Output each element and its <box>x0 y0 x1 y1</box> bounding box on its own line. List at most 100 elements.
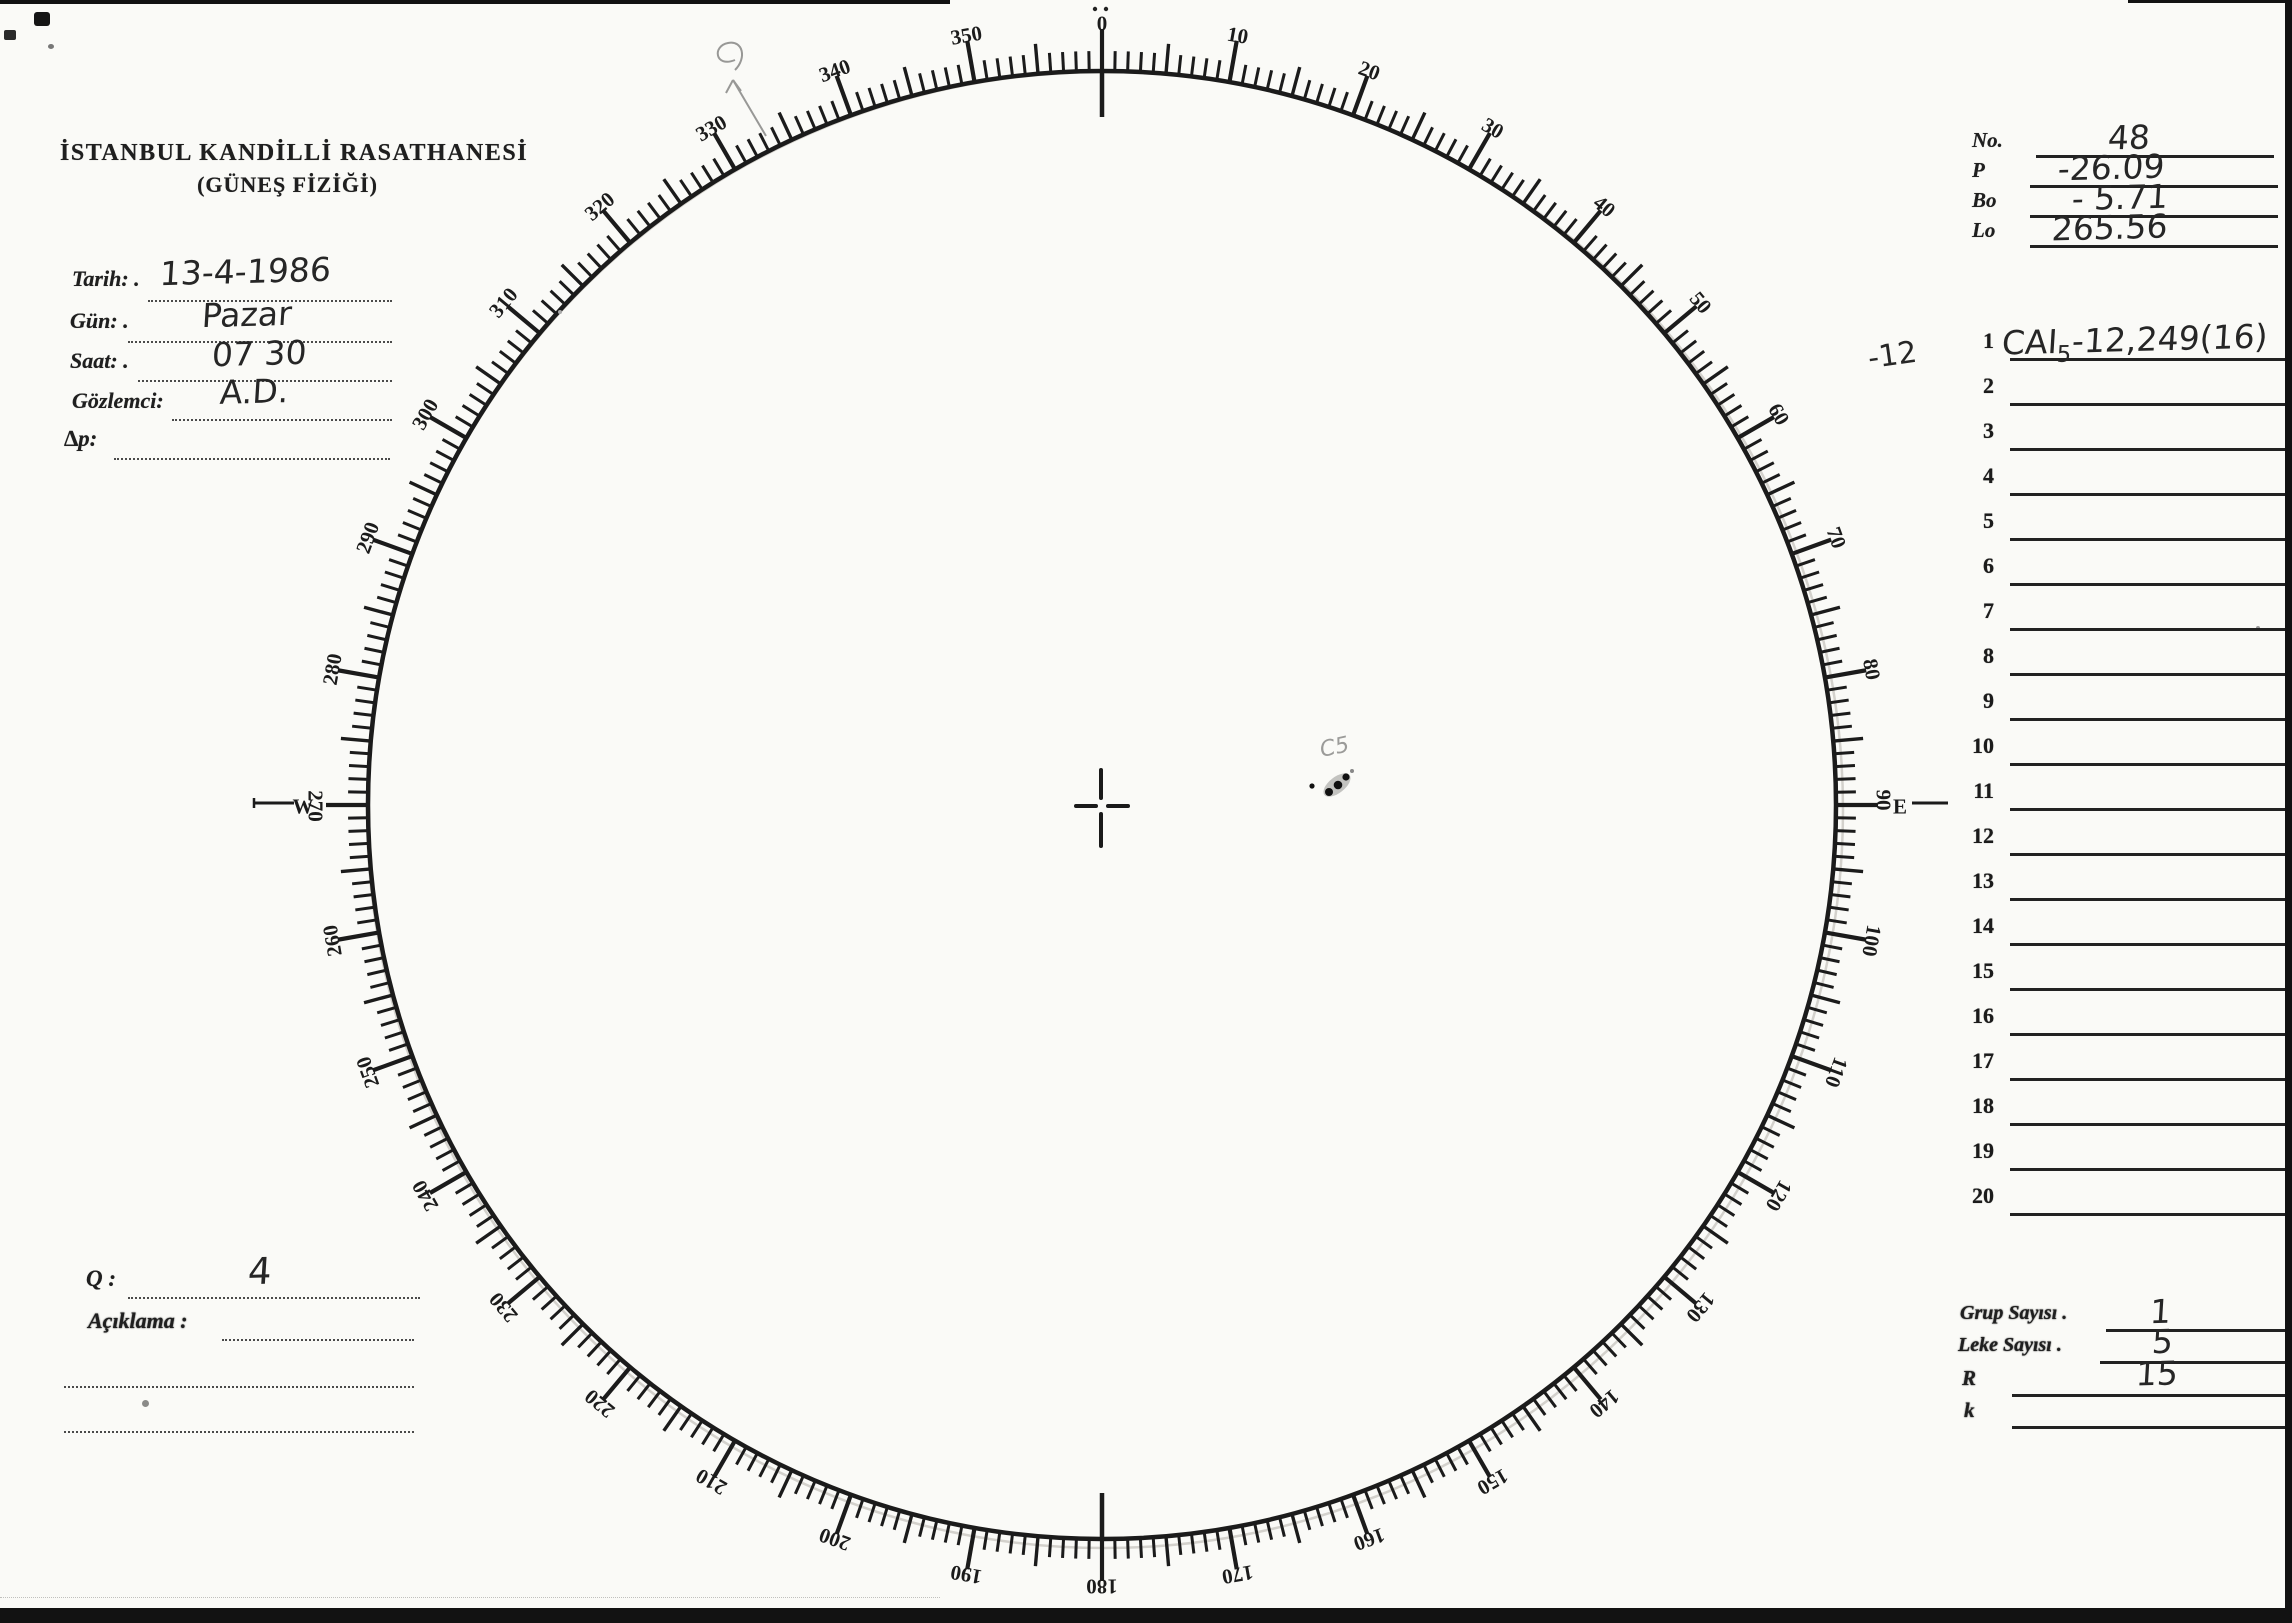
list-row-line <box>2010 493 2288 496</box>
aciklama-label: Açıklama : <box>88 1308 188 1333</box>
degree-label-300: 300 <box>407 395 444 434</box>
list-row-number: 17 <box>1972 1048 1994 1073</box>
list-row-line <box>2010 763 2288 766</box>
summary-value-r: 15 <box>2134 1353 2180 1394</box>
list-row-number: 5 <box>1983 508 1994 533</box>
list-row-line <box>2010 448 2288 451</box>
list-row-line <box>2010 943 2288 946</box>
degree-label-280: 280 <box>318 652 347 687</box>
list-row-number: 12 <box>1972 823 1994 848</box>
list-row-number: 15 <box>1972 958 1994 983</box>
degree-label-10: 10 <box>1225 22 1250 49</box>
degree-label-90: 90 <box>1872 790 1896 811</box>
degree-label-180: 180 <box>1086 1575 1118 1599</box>
field-label-gun: Gün: . <box>70 308 129 333</box>
list-row-line <box>2010 1168 2288 1171</box>
list-row-line <box>2010 538 2288 541</box>
q-line <box>128 1297 420 1299</box>
list-row-number: 11 <box>1973 778 1994 803</box>
list-row-number: 6 <box>1983 553 1994 578</box>
degree-label-210: 210 <box>692 1464 731 1501</box>
list-row-number: 2 <box>1983 373 1994 398</box>
eph-label-no: No. <box>1972 128 2003 152</box>
sunspot-pencil-label: C5 <box>1318 732 1352 763</box>
degree-label-160: 160 <box>1350 1523 1388 1556</box>
scan-noise-line <box>0 1597 940 1598</box>
west-marker-label: W <box>293 794 314 818</box>
list-row-line <box>2010 583 2288 586</box>
degree-label-80: 80 <box>1858 657 1885 682</box>
entry1-value: CAI5-12,249(16) <box>2000 317 2269 370</box>
list-row-line <box>2010 358 2288 361</box>
aciklama-line-1 <box>222 1339 414 1341</box>
summary-line-grup <box>2106 1329 2290 1332</box>
aciklama-line-2 <box>64 1386 414 1388</box>
list-row-number: 18 <box>1972 1093 1994 1118</box>
list-row-number: 4 <box>1983 463 1994 488</box>
summary-label-grup: Grup Sayısı . <box>1960 1302 2068 1324</box>
field-line-gozlemci <box>172 419 392 421</box>
q-value: 4 <box>246 1249 273 1294</box>
scan-speck <box>48 44 54 49</box>
summary-line-k <box>2012 1426 2290 1429</box>
list-row-number: 14 <box>1972 913 1994 938</box>
list-row-number: 20 <box>1972 1183 1994 1208</box>
field-line-gun <box>128 341 392 343</box>
degree-label-70: 70 <box>1822 524 1852 552</box>
list-row-line <box>2010 1078 2288 1081</box>
eph-label-bo: Bo <box>1972 188 1997 212</box>
eph-line-no <box>2036 155 2274 158</box>
summary-label-k: k <box>1964 1398 1975 1422</box>
degree-label-110: 110 <box>1820 1054 1853 1091</box>
field-value-gozlemci: A.D. <box>218 371 290 412</box>
list-row-line <box>2010 898 2288 901</box>
list-row-line <box>2010 988 2288 991</box>
list-row-number: 13 <box>1972 868 1994 893</box>
summary-label-r: R <box>1962 1366 1977 1390</box>
list-row-number: 10 <box>1972 733 1994 758</box>
scan-blob <box>4 30 16 40</box>
eph-line-p <box>2030 185 2278 188</box>
degree-label-60: 60 <box>1763 399 1794 429</box>
scan-blob <box>34 12 50 26</box>
degree-label-340: 340 <box>816 54 854 87</box>
summary-label-leke: Leke Sayısı . <box>1958 1334 2062 1356</box>
entry1-pre: CAI <box>2000 322 2059 363</box>
scan-speck <box>142 1400 149 1407</box>
degree-label-0: 0 <box>1097 11 1108 35</box>
degree-label-150: 150 <box>1473 1464 1512 1501</box>
degree-label-260: 260 <box>318 923 347 958</box>
scan-border-top-left <box>0 0 950 4</box>
scan-border-right <box>2285 0 2292 1623</box>
degree-label-350: 350 <box>949 21 984 50</box>
eph-value-lo: 265.56 <box>2050 206 2169 249</box>
field-line-saat <box>138 380 392 382</box>
degree-label-290: 290 <box>351 519 384 557</box>
summary-line-leke <box>2100 1361 2290 1364</box>
list-row-line <box>2010 673 2288 676</box>
scan-border-bottom <box>0 1608 2292 1623</box>
list-row-line <box>2010 403 2288 406</box>
summary-line-r <box>2012 1394 2290 1397</box>
degree-label-240: 240 <box>407 1176 444 1215</box>
header: İSTANBUL KANDİLLİ RASATHANESİ (GÜNEŞ FİZ… <box>60 140 527 198</box>
degree-label-330: 330 <box>692 110 731 147</box>
list-row-line <box>2010 1213 2288 1216</box>
field-line-tarih <box>148 300 392 302</box>
degree-label-30: 30 <box>1478 112 1508 143</box>
field-label-saat: Saat: . <box>70 348 129 373</box>
list-row-number: 1 <box>1983 328 1994 353</box>
eph-label-lo: Lo <box>1972 218 1996 242</box>
eph-label-p: P <box>1972 158 1985 182</box>
degree-label-170: 170 <box>1220 1560 1255 1589</box>
list-row-line <box>2010 1123 2288 1126</box>
degree-label-250: 250 <box>351 1053 384 1091</box>
list-row-line <box>2010 628 2288 631</box>
list-row-line <box>2010 853 2288 856</box>
field-label-dp: ∆p: <box>64 426 98 451</box>
degree-label-200: 200 <box>816 1523 854 1556</box>
entry1-sub: 5 <box>2055 341 2073 369</box>
aciklama-line-3 <box>64 1431 414 1433</box>
field-label-gozlemci: Gözlemci: <box>72 388 164 413</box>
